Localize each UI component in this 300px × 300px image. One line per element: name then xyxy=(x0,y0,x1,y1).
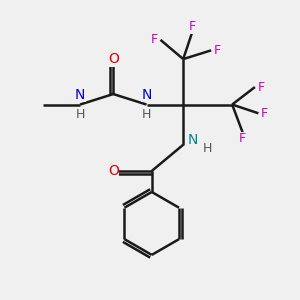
Text: F: F xyxy=(188,20,196,33)
Text: H: H xyxy=(142,108,151,121)
Text: N: N xyxy=(75,88,85,102)
Text: F: F xyxy=(151,33,158,46)
Text: O: O xyxy=(108,52,119,66)
Text: F: F xyxy=(239,132,246,145)
Text: N: N xyxy=(141,88,152,102)
Text: F: F xyxy=(258,81,265,94)
Text: F: F xyxy=(214,44,221,57)
Text: H: H xyxy=(75,108,85,121)
Text: O: O xyxy=(108,164,119,178)
Text: H: H xyxy=(202,142,212,155)
Text: F: F xyxy=(261,107,268,120)
Text: N: N xyxy=(188,133,198,146)
